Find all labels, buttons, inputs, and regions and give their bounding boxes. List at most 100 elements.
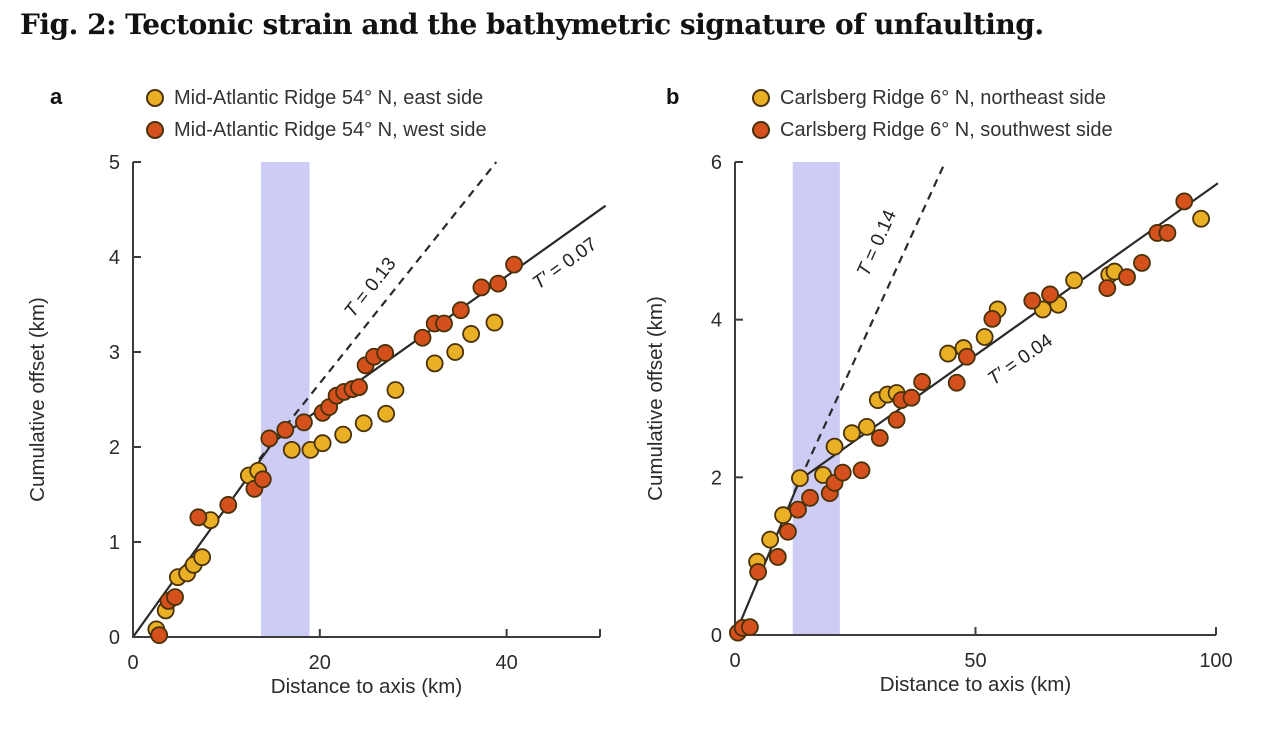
data-point [413, 328, 432, 347]
panel-a-label: a [50, 84, 63, 109]
y-tick-label: 1 [109, 532, 120, 554]
data-point [354, 414, 373, 433]
data-point [377, 404, 396, 423]
data-point [253, 470, 272, 489]
panel-b: b Carlsberg Ridge 6° N, northeast side C… [640, 60, 1269, 732]
line-label: T′ = 0.04 [984, 330, 1057, 390]
data-point [768, 548, 787, 566]
line-label: T = 0.14 [853, 207, 901, 280]
y-tick-label: 5 [109, 152, 120, 174]
data-point [276, 420, 295, 439]
data-point [334, 425, 353, 444]
data-point [189, 508, 208, 527]
data-point [435, 314, 453, 333]
legend-item: Carlsberg Ridge 6° N, southwest side [752, 114, 1113, 146]
data-point [870, 429, 889, 447]
legend-label: Mid-Atlantic Ridge 54° N, east side [174, 86, 484, 109]
data-point [825, 437, 844, 456]
panel-a: a Mid-Atlantic Ridge 54° N, east side Mi… [0, 60, 640, 732]
y-tick-label: 4 [711, 310, 722, 332]
data-point [1065, 271, 1084, 290]
data-point [472, 278, 491, 297]
data-point [913, 373, 932, 391]
data-point [451, 301, 470, 320]
data-point [833, 463, 852, 482]
y-tick-label: 3 [109, 342, 120, 364]
x-axis-title: Distance to axis (km) [271, 675, 462, 698]
x-tick-label: 0 [729, 650, 740, 672]
data-point [485, 313, 504, 332]
data-point [761, 530, 780, 549]
x-tick-label: 20 [309, 652, 331, 674]
data-point [425, 354, 444, 373]
legend-marker-red-icon [752, 121, 770, 139]
panel-b-legend: Carlsberg Ridge 6° N, northeast side Car… [752, 82, 1113, 146]
data-point [295, 413, 313, 432]
legend-label: Carlsberg Ridge 6° N, southwest side [780, 118, 1113, 141]
data-point [350, 378, 368, 397]
data-point [842, 424, 861, 443]
line-label: T′ = 0.07 [529, 234, 601, 294]
data-point [150, 626, 169, 644]
data-point [313, 434, 332, 453]
data-point [505, 255, 523, 274]
data-point [741, 618, 759, 637]
strain-band [260, 162, 310, 637]
y-tick-label: 0 [711, 625, 722, 647]
panel-b-chart: T = 0.14 T′ = 0.04 0 50 100 0 2 4 6 Distance to a… [644, 152, 1233, 696]
panel-b-label: b [666, 84, 680, 109]
data-point [975, 328, 994, 346]
data-point [947, 373, 966, 392]
y-tick-label: 6 [711, 152, 722, 174]
legend-marker-yellow-icon [752, 89, 770, 107]
data-point [1133, 254, 1151, 272]
data-point [489, 274, 508, 293]
data-point [462, 325, 481, 343]
data-point [857, 417, 876, 436]
x-tick-label: 100 [1199, 650, 1232, 672]
data-point [386, 381, 405, 399]
panel-a-legend: Mid-Atlantic Ridge 54° N, east side Mid-… [146, 82, 487, 146]
line-label: T = 0.13 [341, 254, 401, 322]
y-axis-title: Cumulative offset (km) [644, 296, 667, 501]
x-tick-label: 50 [964, 650, 986, 672]
data-point [1192, 209, 1210, 228]
legend-item: Mid-Atlantic Ridge 54° N, west side [146, 114, 487, 146]
y-tick-label: 2 [711, 467, 722, 489]
legend-marker-yellow-icon [146, 89, 164, 107]
data-point [852, 461, 871, 480]
data-point [774, 506, 793, 525]
data-point [166, 588, 184, 606]
data-point [789, 500, 807, 519]
data-point [1041, 285, 1059, 304]
figure-title: Fig. 2: Tectonic strain and the bathymet… [20, 8, 1044, 41]
legend-label: Carlsberg Ridge 6° N, northeast side [780, 86, 1106, 109]
legend-marker-red-icon [146, 121, 164, 139]
data-point [446, 343, 465, 361]
data-point [939, 344, 957, 363]
data-point [1175, 192, 1194, 211]
legend-item: Carlsberg Ridge 6° N, northeast side [752, 82, 1113, 114]
data-point [376, 344, 395, 362]
data-point [282, 440, 301, 459]
data-point [1023, 291, 1042, 310]
legend-item: Mid-Atlantic Ridge 54° N, east side [146, 82, 487, 114]
legend-label: Mid-Atlantic Ridge 54° N, west side [174, 118, 487, 141]
data-point [791, 469, 809, 488]
x-tick-label: 40 [495, 652, 517, 674]
y-tick-label: 2 [109, 437, 120, 459]
panel-a-chart: T = 0.13 T′ = 0.07 0 20 40 0 1 2 3 4 5 Distance to … [26, 152, 607, 698]
y-axis-title: Cumulative offset (km) [26, 297, 49, 502]
x-axis-title: Distance to axis (km) [880, 673, 1071, 696]
fit-line-dashed [793, 161, 947, 493]
data-point [1098, 279, 1117, 298]
data-point [779, 522, 797, 541]
data-point [1118, 268, 1136, 286]
fit-line-dashed [258, 161, 498, 461]
x-tick-label: 0 [127, 652, 138, 674]
data-point [749, 563, 767, 581]
data-point [801, 488, 819, 507]
strain-band [792, 162, 840, 635]
y-tick-label: 4 [109, 247, 120, 269]
